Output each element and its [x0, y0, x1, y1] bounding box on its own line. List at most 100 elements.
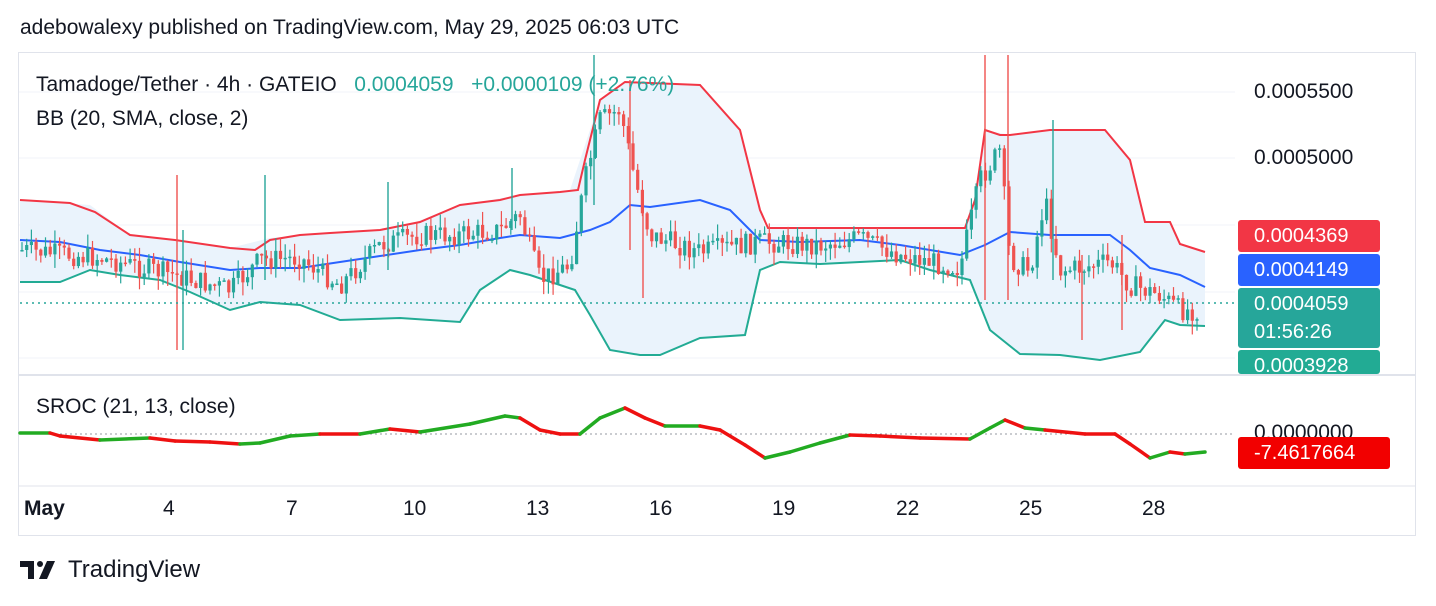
candle-body	[462, 226, 466, 232]
footer-brand[interactable]: TradingView	[20, 556, 200, 584]
bb-legend[interactable]: BB (20, SMA, close, 2)	[36, 107, 249, 130]
candle-body	[429, 225, 433, 240]
candle-body	[1012, 245, 1016, 271]
candle-body	[43, 246, 48, 256]
sroc-segment	[1183, 450, 1207, 456]
last-price-label: 0.0004059 01:56:26	[1238, 288, 1380, 348]
sroc-segment	[598, 406, 627, 420]
candle-body	[419, 244, 424, 246]
candle-body	[1045, 198, 1049, 221]
legend-symbol[interactable]: Tamadoge/Tether · 4h · GATEIO 0.0004059 …	[36, 73, 674, 97]
candle-body	[161, 261, 165, 277]
candle-body	[603, 109, 607, 113]
candle-body	[725, 241, 729, 244]
candles[interactable]	[20, 55, 1199, 350]
candle-body	[231, 277, 236, 293]
sroc-segment	[288, 432, 322, 438]
candle-body	[951, 272, 955, 275]
candle-body	[1181, 298, 1185, 321]
candle-body	[283, 257, 287, 260]
candle-body	[537, 250, 541, 268]
candle-body	[678, 248, 682, 256]
sroc-segment	[418, 422, 472, 434]
candle-body	[142, 273, 146, 278]
candle-body	[1106, 254, 1110, 261]
candle-body	[528, 234, 532, 236]
candle-body	[965, 229, 969, 259]
sroc-segment	[503, 414, 522, 420]
candle-body	[683, 240, 687, 256]
candle-body	[852, 231, 856, 240]
time-tick: May	[24, 497, 65, 520]
candle-body	[147, 258, 151, 274]
candle-body	[246, 277, 250, 283]
candle-body	[1087, 266, 1091, 272]
sroc-segment	[358, 427, 392, 436]
candle-body	[76, 256, 80, 267]
candle-body	[311, 265, 315, 273]
candle-body	[264, 255, 268, 259]
time-tick: 4	[163, 497, 175, 520]
candle-body	[1176, 298, 1180, 300]
sroc-segment	[58, 434, 102, 442]
bar-countdown: 01:56:26	[1254, 321, 1332, 343]
candle-body	[669, 231, 673, 241]
candle-body	[241, 270, 245, 283]
candle-body	[1021, 257, 1025, 275]
candle-body	[645, 213, 649, 230]
bb-lower-line	[20, 258, 1206, 362]
sroc-legend[interactable]: SROC (21, 13, close)	[36, 395, 236, 418]
sroc-segment	[468, 414, 507, 426]
time-tick: 16	[649, 497, 673, 520]
candle-body	[532, 235, 536, 251]
candle-body	[922, 258, 926, 265]
candle-body	[560, 264, 565, 273]
candle-body	[123, 262, 127, 265]
candle-body	[109, 258, 113, 260]
candle-body	[1002, 148, 1006, 187]
candle-body	[260, 253, 264, 256]
candle-body	[584, 166, 588, 196]
candle-body	[415, 236, 419, 245]
candle-body	[1171, 295, 1176, 300]
candle-body	[1026, 257, 1030, 271]
candle-body	[904, 254, 908, 260]
candle-body	[1190, 309, 1194, 321]
candle-body	[706, 241, 710, 254]
sroc-segment	[1128, 442, 1152, 460]
candle-body	[763, 233, 767, 235]
chart-frame[interactable]	[18, 52, 1416, 536]
bb-basis-line	[19, 198, 1206, 288]
candle-body	[490, 239, 494, 242]
bb-upper-line	[19, 80, 1206, 253]
sroc-segment	[1043, 428, 1087, 436]
candle-body	[692, 248, 696, 258]
candle-body	[452, 236, 456, 246]
candle-body	[269, 258, 273, 269]
price-tick: 0.0005000	[1254, 146, 1354, 169]
candle-body	[137, 260, 142, 278]
candle-body	[927, 258, 931, 266]
candle-body	[673, 231, 677, 249]
candle-body	[391, 235, 395, 252]
candle-body	[48, 246, 52, 255]
candle-body	[1124, 274, 1129, 291]
candle-body	[199, 272, 203, 288]
candle-body	[810, 238, 814, 255]
candle-body	[316, 268, 320, 273]
candle-body	[838, 245, 842, 248]
sroc-segment	[1113, 432, 1132, 446]
candle-body	[62, 245, 66, 248]
candle-body	[330, 283, 334, 288]
candle-body	[25, 245, 29, 250]
candle-body	[946, 270, 950, 275]
sroc-segment	[1168, 450, 1187, 456]
candle-body	[998, 148, 1002, 150]
candle-body	[476, 224, 480, 236]
candle-body	[321, 263, 325, 269]
candle-body	[833, 244, 837, 248]
candle-body	[213, 284, 217, 286]
candle-body	[1143, 287, 1147, 296]
candle-body	[1059, 255, 1063, 276]
